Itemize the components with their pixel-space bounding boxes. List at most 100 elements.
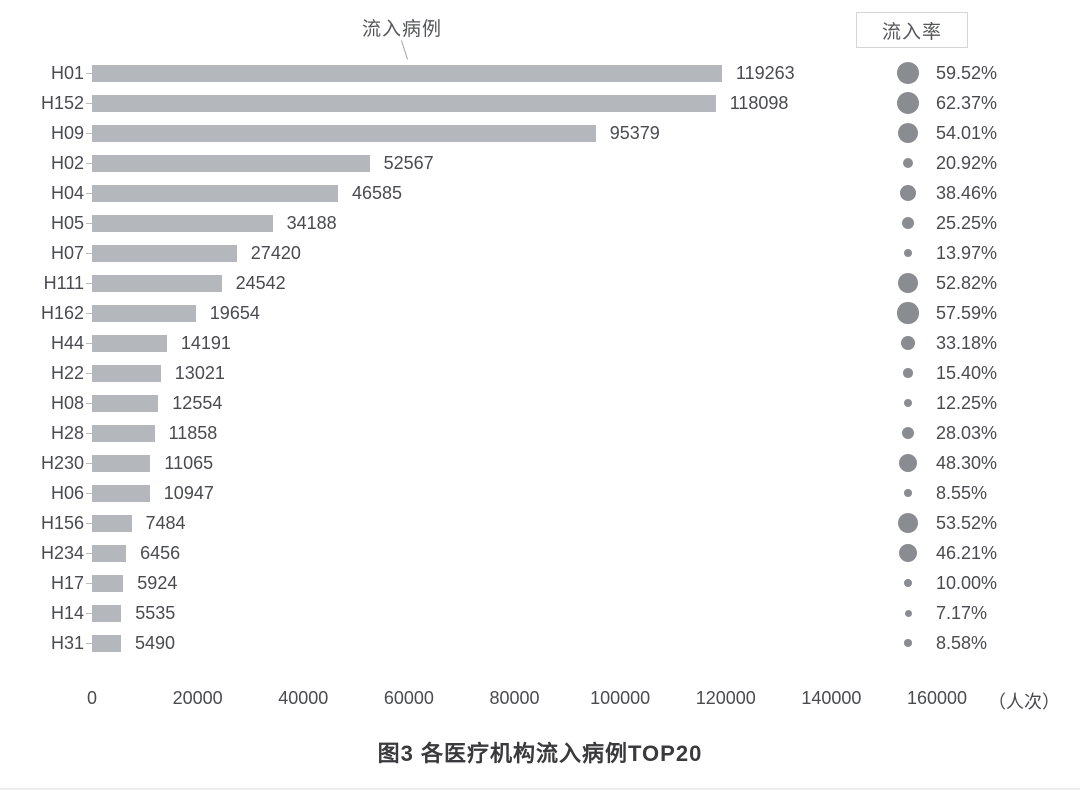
- x-axis-tick-label: 80000: [489, 688, 540, 708]
- bar-value-label: 46585: [352, 182, 403, 203]
- rate-label: 15.40%: [936, 362, 998, 383]
- category-label: H22: [50, 362, 84, 383]
- y-axis-tick: [86, 642, 92, 644]
- category-label: H152: [40, 92, 84, 113]
- rate-label: 7.17%: [936, 602, 988, 623]
- category-label: H111: [43, 272, 84, 293]
- bar-zone: 10947: [92, 483, 886, 504]
- chart-row: H07 27420 13.97%: [16, 238, 1064, 268]
- y-axis-tick: [86, 432, 92, 434]
- y-axis-tick: [86, 312, 92, 314]
- x-axis-tick-label: 140000: [801, 688, 862, 708]
- bar-zone: 13021: [92, 363, 886, 384]
- rate-dot: [899, 544, 917, 562]
- rate-dot-cell: [886, 609, 930, 617]
- chart-row: H152 118098 62.37%: [16, 88, 1064, 118]
- y-axis-tick: [86, 72, 92, 74]
- rate-label: 28.03%: [936, 422, 998, 443]
- category-label: H44: [50, 332, 84, 353]
- chart-rows: H01 119263 59.52% H152 118098 62.37% H09 95379 5…: [16, 58, 1064, 658]
- y-axis-tick: [86, 132, 92, 134]
- x-axis-tick-label: 120000: [695, 688, 756, 708]
- rate-dot: [897, 122, 919, 144]
- bar: [92, 574, 124, 592]
- rate-dot: [897, 302, 919, 324]
- bar-value-label: 5535: [135, 602, 176, 623]
- bottom-divider: [0, 788, 1080, 790]
- rate-dot: [900, 185, 916, 201]
- x-axis-tick-label: 60000: [383, 688, 434, 708]
- y-axis-tick: [86, 492, 92, 494]
- bar-zone: 14191: [92, 333, 886, 354]
- rate-label: 54.01%: [936, 122, 998, 143]
- x-axis-tick-label: 0: [86, 688, 98, 708]
- rate-dot-cell: [886, 368, 930, 378]
- bar-value-label: 34188: [286, 212, 337, 233]
- rate-label: 33.18%: [936, 332, 998, 353]
- bar-zone: 5535: [92, 603, 886, 624]
- chart-row: H230 11065 48.30%: [16, 448, 1064, 478]
- bar-value-label: 95379: [609, 122, 660, 143]
- rate-dot-cell: [886, 91, 930, 115]
- rate-dot: [901, 426, 915, 440]
- rate-label: 62.37%: [936, 92, 998, 113]
- rate-dot-cell: [886, 185, 930, 201]
- x-axis-tick-label: 160000: [906, 688, 968, 708]
- rate-dot-cell: [886, 157, 930, 169]
- y-axis-tick: [86, 372, 92, 374]
- rate-dot-cell: [886, 302, 930, 324]
- bar: [92, 514, 132, 532]
- rate-dot-cell: [886, 398, 930, 408]
- chart-row: H28 11858 28.03%: [16, 418, 1064, 448]
- category-label: H05: [50, 212, 84, 233]
- bar-zone: 11858: [92, 423, 886, 444]
- rate-label: 8.58%: [936, 632, 988, 653]
- rate-dot-cell: [886, 216, 930, 230]
- rate-dot: [898, 453, 918, 473]
- bar-zone: 19654: [92, 303, 886, 324]
- y-axis-tick: [86, 282, 92, 284]
- rate-series-legend-box: 流入率: [856, 12, 968, 48]
- category-label: H08: [50, 392, 84, 413]
- y-axis-tick: [86, 612, 92, 614]
- rate-label: 25.25%: [936, 212, 998, 233]
- bar: [92, 634, 121, 652]
- bar-zone: 34188: [92, 213, 886, 234]
- rate-dot: [903, 368, 913, 378]
- rate-dot-cell: [886, 335, 930, 351]
- category-label: H06: [50, 482, 84, 503]
- chart-row: H01 119263 59.52%: [16, 58, 1064, 88]
- chart-row: H08 12554 12.25%: [16, 388, 1064, 418]
- rate-dot: [896, 91, 920, 115]
- bar: [92, 274, 222, 292]
- category-label: H09: [50, 122, 84, 143]
- y-axis-tick: [86, 402, 92, 404]
- category-label: H04: [50, 182, 84, 203]
- bar: [92, 94, 716, 112]
- chart-title: 图3 各医疗机构流入病例TOP20: [377, 741, 703, 766]
- bar-zone: 5924: [92, 573, 886, 594]
- rate-dot: [902, 157, 914, 169]
- rate-dot: [898, 513, 918, 533]
- bar: [92, 244, 237, 262]
- rate-label: 52.82%: [936, 272, 998, 293]
- bar-zone: 95379: [92, 123, 886, 144]
- rate-dot: [898, 273, 918, 293]
- y-axis-tick: [86, 102, 92, 104]
- bar: [92, 544, 127, 562]
- y-axis-tick: [86, 462, 92, 464]
- bar-series-annotation: 流入病例: [362, 19, 443, 40]
- bar-value-label: 6456: [140, 542, 181, 563]
- bar-zone: 52567: [92, 153, 886, 174]
- rate-dot-cell: [886, 426, 930, 440]
- rate-label: 57.59%: [936, 302, 998, 323]
- category-label: H162: [40, 302, 84, 323]
- rate-dot-cell: [886, 122, 930, 144]
- chart-row: H111 24542 52.82%: [16, 268, 1064, 298]
- x-axis-unit-label: （人次）: [988, 692, 1060, 712]
- chart-row: H06 10947 8.55%: [16, 478, 1064, 508]
- rate-label: 20.92%: [936, 152, 998, 173]
- y-axis-tick: [86, 552, 92, 554]
- bar-value-label: 11065: [164, 452, 214, 473]
- rate-label: 38.46%: [936, 182, 998, 203]
